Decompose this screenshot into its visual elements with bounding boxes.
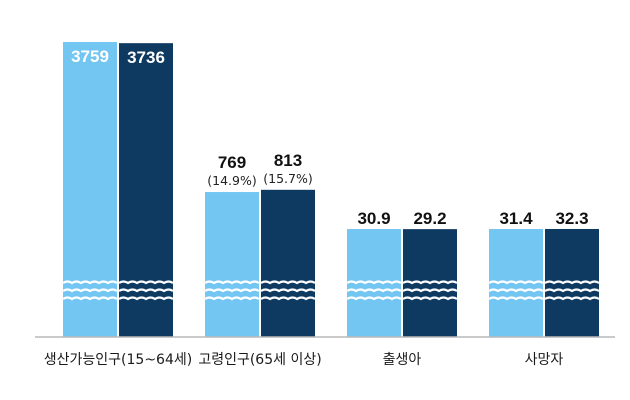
value-label: 3759: [71, 47, 109, 66]
axis-break-wave: [488, 288, 544, 293]
value-label: 769: [218, 153, 246, 172]
axis-break-wave: [346, 296, 402, 301]
category-label: 고령인구(65세 이상): [198, 352, 321, 368]
category-label: 생산가능인구(15~64세): [44, 352, 192, 368]
value-label: 3736: [127, 48, 165, 67]
axis-break-wave: [346, 280, 402, 285]
axis-break-wave: [260, 288, 316, 293]
bar-0-series-1: [119, 43, 173, 337]
axis-break-wave: [346, 288, 402, 293]
labels-layer: 3759 3736 769(14.9%) 813(15.7%) 30.9 29.2 31.4…: [71, 47, 588, 228]
axis-break-wave: [544, 288, 600, 293]
axis-break-wave: [260, 280, 316, 285]
axis-break-wave: [402, 296, 458, 301]
axis-break-wave: [204, 280, 260, 285]
axis-break-wave: [62, 280, 118, 285]
axis-break-wave: [118, 288, 174, 293]
axis-break-wave: [62, 296, 118, 301]
percent-label: (15.7%): [263, 171, 312, 186]
axis-break-wave: [62, 288, 118, 293]
axis-break-wave: [488, 280, 544, 285]
value-label: 30.9: [357, 209, 390, 228]
value-label: 32.3: [555, 209, 588, 228]
value-label: 813: [274, 151, 302, 170]
axis-break-wave: [204, 288, 260, 293]
axis-break-wave: [118, 296, 174, 301]
value-label: 31.4: [499, 209, 533, 228]
bar-1-series-1: [261, 189, 315, 337]
axis-break-wave: [488, 296, 544, 301]
axis-break-wave: [402, 280, 458, 285]
category-labels: 생산가능인구(15~64세) 고령인구(65세 이상) 출생아 사망자: [44, 352, 564, 368]
value-label: 29.2: [413, 209, 446, 228]
axis-break-wave: [402, 288, 458, 293]
axis-break-wave: [544, 296, 600, 301]
bar-1-series-0: [205, 192, 259, 337]
axis-break-wave: [544, 280, 600, 285]
bar-0-series-0: [63, 42, 117, 337]
axis-break-wave: [204, 296, 260, 301]
percent-label: (14.9%): [207, 173, 256, 188]
category-label: 출생아: [383, 352, 422, 368]
axis-break-wave: [118, 280, 174, 285]
bars-layer: [62, 42, 600, 337]
category-label: 사망자: [525, 352, 564, 368]
axis-break-wave: [260, 296, 316, 301]
